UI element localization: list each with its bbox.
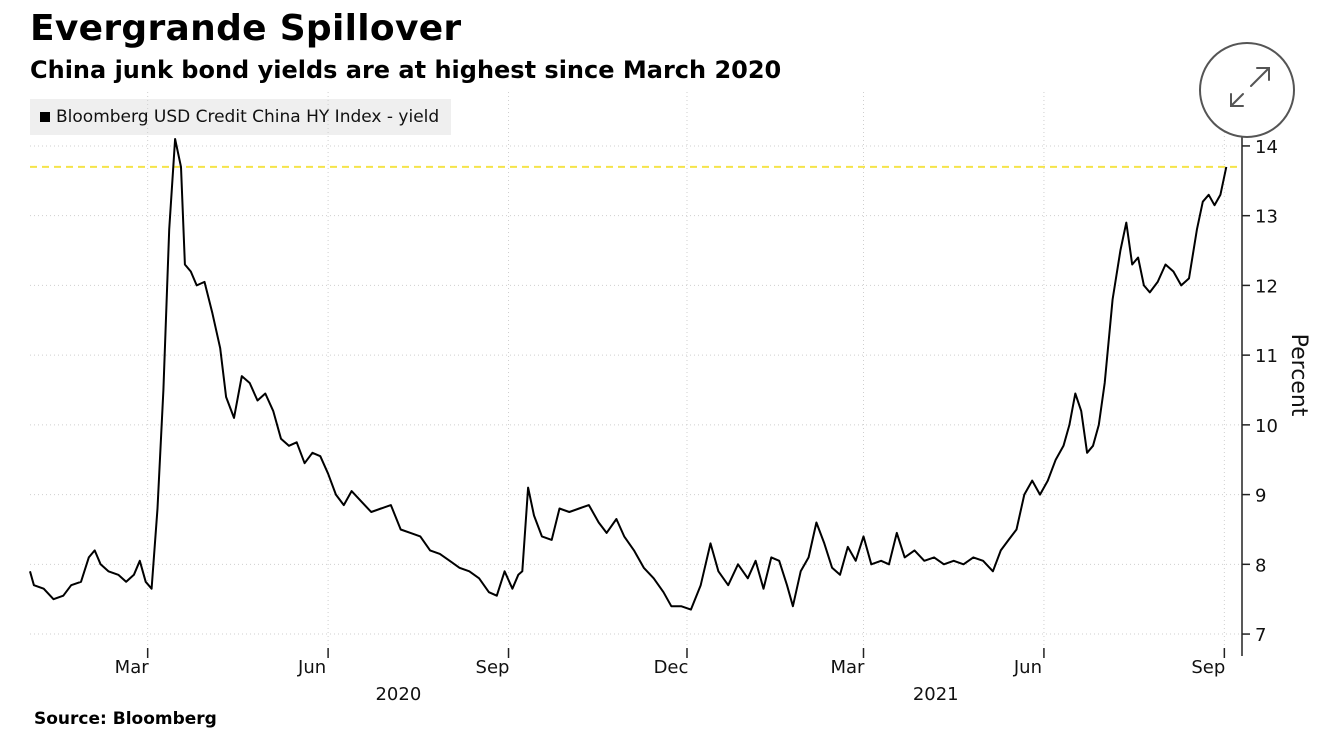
x-tick-label: Sep [476,657,510,678]
x-year-label: 2021 [913,684,959,705]
x-tick-label: Jun [1013,657,1042,678]
expand-arrows-icon [1230,67,1270,107]
y-tick-label: 7 [1255,625,1266,646]
y-tick-label: 10 [1255,416,1278,437]
chart-subtitle: China junk bond yields are at highest si… [30,56,782,84]
source-note: Source: Bloomberg [34,709,217,729]
y-tick-label: 8 [1255,555,1266,576]
expand-button[interactable] [1199,42,1295,138]
y-tick-label: 13 [1255,207,1278,228]
y-tick-label: 9 [1255,486,1266,507]
x-tick-label: Mar [831,657,866,678]
x-year-label: 2020 [375,684,421,705]
legend: Bloomberg USD Credit China HY Index - yi… [30,99,452,135]
y-axis-title: Percent [1286,334,1311,417]
x-tick-label: Sep [1191,657,1225,678]
x-tick-label: Mar [115,657,150,678]
legend-label: Bloomberg USD Credit China HY Index - yi… [56,107,440,127]
y-tick-label: 12 [1255,276,1278,297]
chart-title: Evergrande Spillover [30,8,462,49]
y-tick-label: 14 [1255,137,1278,158]
x-tick-label: Jun [297,657,326,678]
series-line [29,138,1228,611]
x-tick-label: Dec [654,657,689,678]
y-tick-label: 11 [1255,346,1278,367]
legend-swatch [40,112,50,122]
